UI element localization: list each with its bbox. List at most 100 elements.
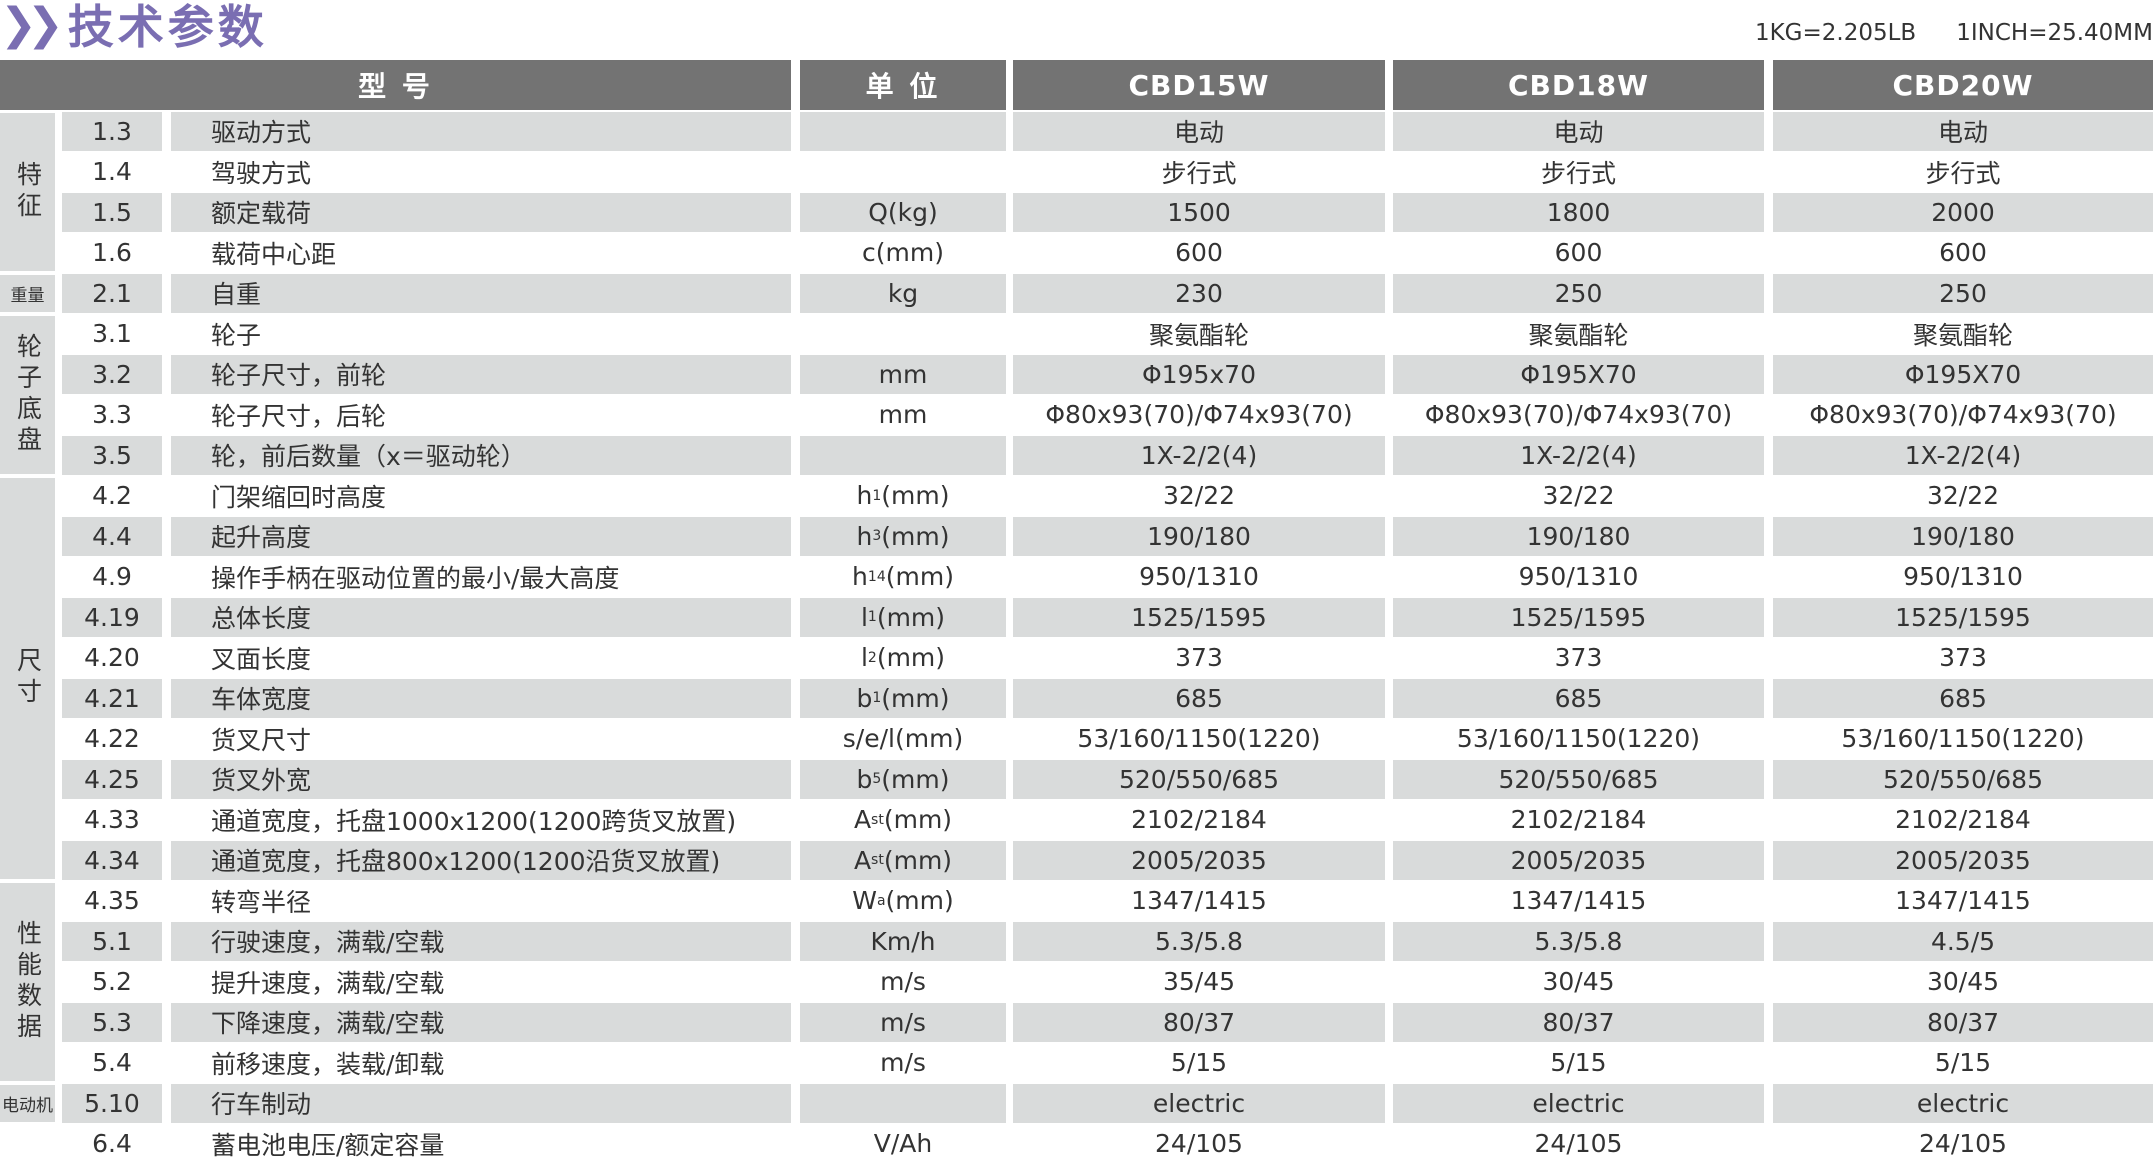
row-number: 5.1 [62,922,162,961]
row-name: 下降速度，满载/空载 [171,1003,791,1042]
group-label: 性能数据 [0,882,55,1081]
group-label: 特征 [0,113,55,271]
unit-suffix: (mm) [883,845,953,875]
value-cbd15w: 5/15 [1170,1048,1228,1078]
row-number: 1.4 [92,157,132,187]
row-name: 轮子 [211,320,262,350]
row-unit: l 2 (mm) [800,639,1006,678]
row-name: 前移速度，装载/卸载 [211,1049,445,1079]
value-cbd20w: 2102/2184 [1895,805,2031,835]
unit-subscript: 1 [872,487,882,504]
value-cbd18w: 2102/2184 [1510,805,1647,835]
unit-suffix: (mm) [876,602,946,632]
value-cbd20w: 1X-2/2(4) [1773,436,2153,475]
value-cbd15w: 190/180 [1013,517,1385,556]
value-cbd15w: 聚氨酯轮 [1148,320,1249,350]
row-name: 轮，前后数量（x＝驱动轮） [171,436,791,475]
row-name: 行车制动 [171,1084,791,1123]
header-unit: 单 位 [800,60,1006,110]
value-cbd18w: 950/1310 [1518,562,1639,592]
value-cbd15w: 步行式 [1161,158,1237,188]
unit-base: s/e/l(mm) [842,724,964,754]
unit-subscript: 5 [872,771,882,788]
table-row: 1.3 驱动方式 电动 电动 电动 [0,111,2153,152]
row-name: 转弯半径 [211,887,312,917]
row-number: 4.4 [62,517,162,556]
value-cbd15w: electric [1013,1084,1385,1123]
unit-base: b [856,683,873,713]
unit-base: b [856,764,873,794]
table-row: 5.10 行车制动 electric electric electric [0,1083,2153,1124]
value-cbd20w: 30/45 [1926,967,2000,997]
unit-base: mm [878,400,928,430]
row-number: 2.1 [62,274,162,313]
row-number: 4.25 [62,760,162,799]
unit-base: Q(kg) [868,197,938,227]
value-cbd18w: 1X-2/2(4) [1393,436,1764,475]
row-unit: Km/h [800,922,1006,961]
value-cbd18w: 2005/2035 [1393,841,1764,880]
value-cbd15w: 24/105 [1155,1129,1243,1159]
value-cbd15w: 1500 [1013,193,1385,232]
table-row: 3.1 轮子 聚氨酯轮 聚氨酯轮 聚氨酯轮 [0,314,2153,355]
row-name: 驱动方式 [171,112,791,151]
page-title: ❯❯ 技术参数 [0,0,268,54]
value-cbd20w: electric [1773,1084,2153,1123]
row-name: 操作手柄在驱动位置的最小/最大高度 [211,563,620,593]
group-label: 尺寸 [0,477,55,879]
unit-base: c(mm) [862,238,944,268]
row-name: 总体长度 [171,598,791,637]
row-number: 4.19 [62,598,162,637]
value-cbd18w: 600 [1554,238,1603,268]
row-number: 3.3 [92,400,132,430]
row-unit: c(mm) [800,234,1006,273]
row-number: 4.2 [92,481,132,511]
value-cbd15w: 电动 [1013,112,1385,151]
value-cbd20w: 190/180 [1773,517,2153,556]
row-unit: mm [800,355,1006,394]
unit-suffix: (mm) [885,562,954,592]
row-unit [800,153,1006,192]
value-cbd20w: 373 [1939,643,1987,673]
header-cbd18w: CBD18W [1393,60,1764,110]
unit-subscript: 2 [867,649,877,666]
unit-suffix: (mm) [881,521,950,551]
value-cbd20w: Φ80x93(70)/Φ74x93(70) [1809,400,2117,430]
row-name: 通道宽度，托盘1000x1200(1200跨货叉放置) [211,806,737,836]
row-unit: h 14 (mm) [800,558,1006,597]
table-row: 1.6 载荷中心距 c(mm) 600 600 600 [0,233,2153,274]
row-name: 轮子尺寸，前轮 [171,355,791,394]
table-row: 3.3 轮子尺寸，后轮 mm Φ80x93(70)/Φ74x93(70) Φ80x93(… [0,395,2153,436]
header-cbd20w: CBD20W [1773,60,2153,110]
value-cbd15w: 35/45 [1162,967,1236,997]
value-cbd15w: 1347/1415 [1131,886,1267,916]
row-number: 5.4 [92,1048,132,1078]
row-number: 3.1 [92,319,132,349]
value-cbd15w: Φ195x70 [1013,355,1385,394]
table-row: 4.21 车体宽度 b 1 (mm) 685 685 685 [0,678,2153,719]
row-number: 5.10 [62,1084,162,1123]
unit-base: h [852,562,868,592]
value-cbd20w: 600 [1939,238,1987,268]
row-name: 货叉尺寸 [211,725,312,755]
unit-base: l [860,602,868,632]
unit-base: m/s [880,1007,926,1037]
row-number: 4.35 [84,886,140,916]
unit-subscript: st [871,811,884,828]
row-name: 起升高度 [171,517,791,556]
value-cbd18w: 步行式 [1540,158,1616,188]
value-cbd15w: 520/550/685 [1013,760,1385,799]
value-cbd18w: 80/37 [1393,1003,1764,1042]
row-unit: kg [800,274,1006,313]
unit-base: mm [878,359,928,389]
row-unit [800,315,1006,354]
value-cbd20w: 4.5/5 [1773,922,2153,961]
value-cbd20w: 53/160/1150(1220) [1841,724,2085,754]
unit-suffix: (mm) [883,805,953,835]
row-name: 车体宽度 [171,679,791,718]
row-unit: m/s [800,1044,1006,1083]
